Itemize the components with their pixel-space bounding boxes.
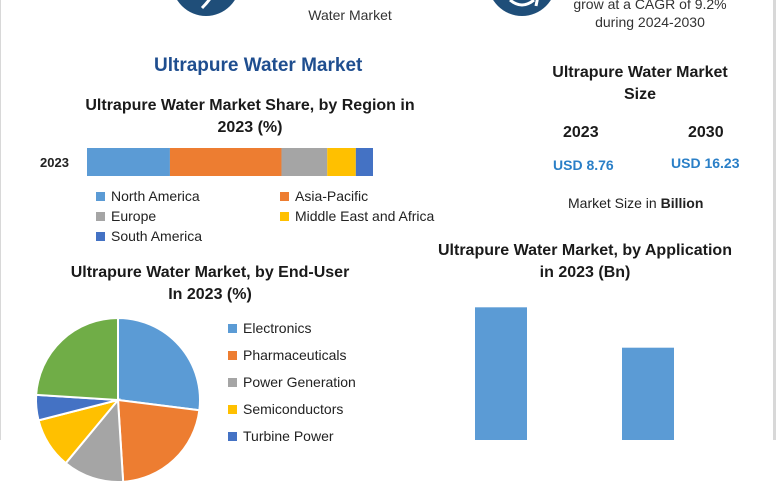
legend-label: Pharmaceuticals (243, 347, 347, 363)
legend-label: Power Generation (243, 374, 356, 390)
enduser-chart-title-line2: In 2023 (%) (168, 286, 252, 303)
size-panel-title-line1: Ultrapure Water Market (552, 64, 728, 81)
trend-arrow-icon (200, 0, 211, 10)
header-right-caption-line1: grow at a CAGR of 9.2% (573, 0, 727, 12)
legend-label: Europe (111, 208, 157, 224)
legend-label: Electronics (243, 320, 312, 336)
region-bar-segment-europe (281, 148, 328, 176)
enduser-legend-item-power-generation: Power Generation (228, 374, 356, 390)
region-legend-item-middle-east-and-africa: Middle East and Africa (280, 208, 434, 224)
market-icon (172, 0, 240, 16)
infographic-frame (0, 0, 776, 440)
growth-icon (488, 0, 556, 16)
size-unit-prefix: Market Size in (568, 195, 657, 211)
pie-slice-pharmaceuticals (116, 398, 201, 483)
legend-swatch (96, 231, 105, 241)
legend-swatch (280, 211, 289, 221)
application-bar-2 (622, 347, 674, 440)
region-chart-title-line2: 2023 (%) (217, 119, 283, 136)
legend-swatch (96, 211, 105, 221)
legend-swatch (96, 191, 105, 201)
legend-label: South America (111, 228, 203, 244)
region-legend-item-asia-pacific: Asia-Pacific (280, 188, 368, 204)
region-bar-category-label: 2023 (40, 155, 69, 170)
application-chart-title-line1: Ultrapure Water Market, by Application (438, 242, 732, 259)
enduser-legend-item-electronics: Electronics (228, 320, 311, 336)
enduser-legend-item-semiconductors: Semiconductors (228, 401, 343, 417)
legend-swatch (280, 191, 289, 201)
legend-swatch (228, 350, 237, 360)
legend-label: Asia-Pacific (295, 188, 369, 204)
application-bar-chart (475, 307, 674, 440)
size-year-2030: 2030 (688, 124, 724, 141)
size-panel-title-line2: Size (623, 86, 656, 103)
pie-slice-electronics (117, 316, 201, 412)
header-left-caption: Water Market (308, 7, 392, 23)
enduser-pie-chart (35, 316, 201, 483)
region-legend-item-south-america: South America (96, 228, 202, 244)
region-share-chart: 2023 (40, 148, 373, 176)
pie-slice-other-5 (35, 316, 119, 402)
enduser-chart-title-line1: Ultrapure Water Market, by End-User (70, 264, 350, 281)
enduser-legend-item-turbine-power: Turbine Power (228, 428, 334, 444)
legend-label: Middle East and Africa (295, 208, 435, 224)
region-bar-segment-north-america (87, 148, 170, 176)
legend-label: North America (111, 188, 200, 204)
region-legend-item-north-america: North America (96, 188, 200, 204)
legend-swatch (228, 377, 237, 387)
size-value-2023: USD 8.76 (553, 157, 614, 173)
cagr-arrow-icon (509, 0, 539, 7)
region-bar-segment-asia-pacific (169, 148, 282, 176)
size-unit-note: Market Size in Billion (568, 195, 703, 211)
main-title: Ultrapure Water Market (154, 55, 363, 76)
region-bar-segment-middle-east-and-africa (327, 148, 356, 176)
application-chart-title-line2: in 2023 (Bn) (539, 264, 631, 281)
application-bar-1 (475, 307, 527, 440)
legend-swatch (228, 404, 237, 414)
enduser-legend-item-pharmaceuticals: Pharmaceuticals (228, 347, 347, 363)
size-unit-value: Billion (660, 195, 704, 211)
legend-label: Semiconductors (243, 401, 344, 417)
region-legend-item-europe: Europe (96, 208, 156, 224)
region-chart-title-line1: Ultrapure Water Market Share, by Region … (85, 97, 415, 114)
legend-swatch (228, 323, 237, 333)
size-year-2023: 2023 (563, 124, 599, 141)
header-right-caption-line2: during 2024-2030 (595, 14, 705, 30)
region-bar-segment-south-america (355, 148, 373, 176)
legend-swatch (228, 431, 237, 441)
size-value-2030: USD 16.23 (671, 155, 740, 171)
legend-label: Turbine Power (243, 428, 334, 444)
